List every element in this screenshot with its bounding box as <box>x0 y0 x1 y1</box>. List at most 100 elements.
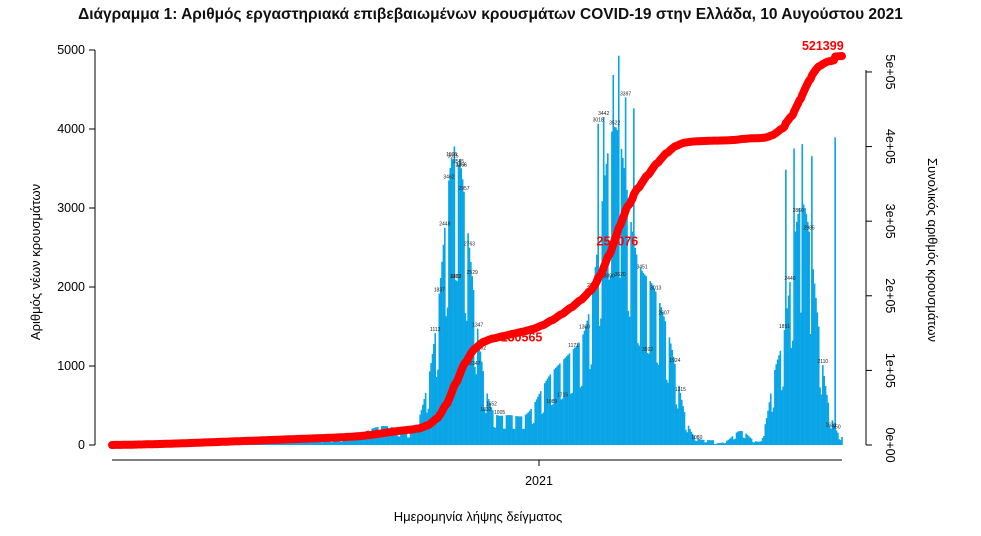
bar <box>656 362 658 445</box>
bar <box>812 269 815 445</box>
bar-label: 1171 <box>568 343 579 349</box>
bar-label: 3397 <box>620 91 631 97</box>
y-left-tick-label: 4000 <box>57 122 85 136</box>
bar <box>756 441 758 445</box>
bar <box>580 385 583 445</box>
bar <box>752 442 754 445</box>
bar <box>763 436 765 445</box>
bar <box>389 434 391 445</box>
bar <box>824 386 827 445</box>
bar <box>586 320 589 445</box>
bar <box>433 343 435 445</box>
line-annotations-group: 130565 259076 521399 <box>501 39 844 345</box>
bar <box>505 415 508 445</box>
bar <box>441 261 443 445</box>
bar <box>606 153 609 445</box>
bar <box>548 376 550 445</box>
bar <box>530 408 532 445</box>
bar <box>396 428 398 445</box>
bars-group <box>111 55 843 446</box>
bar <box>709 440 712 445</box>
bar <box>832 424 835 445</box>
bar-label: 550 <box>832 424 841 430</box>
y-right-tick-label: 0e+00 <box>883 427 897 462</box>
bar <box>575 346 578 445</box>
bar <box>690 431 693 445</box>
bar <box>727 439 730 445</box>
bar <box>689 429 691 445</box>
bar <box>591 288 594 445</box>
bar <box>674 363 676 445</box>
bar <box>480 361 483 445</box>
bar <box>457 164 460 445</box>
bar <box>483 408 486 445</box>
bar <box>816 312 819 445</box>
bar <box>808 231 810 445</box>
bar <box>797 213 799 445</box>
bar <box>349 440 352 445</box>
bar <box>394 428 397 445</box>
bar <box>720 442 723 445</box>
bar <box>438 293 441 445</box>
bar <box>523 428 526 445</box>
bar <box>513 428 516 445</box>
bar-label: 3615 <box>447 153 458 159</box>
bar-label: 1089 <box>546 399 557 405</box>
y-axis-left-label: Αριθμός νέων κρουσμάτων <box>28 184 43 340</box>
bar <box>497 415 500 445</box>
bar <box>837 432 839 445</box>
bar <box>538 393 541 445</box>
bar <box>723 443 726 445</box>
bar <box>323 440 326 445</box>
bar <box>717 443 720 445</box>
bar <box>453 146 456 445</box>
bar-label: 2347 <box>469 361 480 367</box>
bar <box>822 365 824 445</box>
bar <box>327 440 330 445</box>
bar <box>533 422 535 445</box>
bar <box>409 430 412 445</box>
bar <box>633 108 635 446</box>
bar <box>823 376 826 445</box>
bar <box>711 440 713 445</box>
bar <box>435 376 438 445</box>
bar-label: 3018 <box>593 118 604 124</box>
bar <box>400 430 402 445</box>
bar <box>450 157 453 445</box>
bar <box>609 275 612 445</box>
bar <box>643 274 646 445</box>
bar <box>620 148 623 445</box>
bar-label: 2763 <box>464 242 475 248</box>
bar <box>556 366 558 445</box>
bar <box>324 440 327 445</box>
bar <box>642 272 645 445</box>
bar <box>719 442 721 445</box>
bar <box>615 127 617 445</box>
bar <box>509 415 512 445</box>
bar <box>805 213 808 445</box>
bar <box>346 437 349 445</box>
bar <box>348 437 350 445</box>
bar <box>494 427 497 445</box>
bar <box>653 288 656 445</box>
bar <box>565 356 568 445</box>
bar-label: 1832 <box>480 407 491 413</box>
bar <box>527 412 530 445</box>
bar <box>328 439 331 445</box>
bar <box>402 430 405 445</box>
bar <box>428 371 431 445</box>
bar <box>827 402 830 445</box>
bar <box>798 208 801 445</box>
bar <box>322 442 324 445</box>
bar <box>838 439 841 445</box>
bar <box>826 394 828 445</box>
bar <box>342 438 345 445</box>
bar <box>398 436 401 445</box>
bar <box>622 158 624 446</box>
bar-label: 1300 <box>579 325 590 331</box>
cumulative-line <box>108 52 846 449</box>
bar <box>698 439 701 445</box>
bar-label: 2110 <box>817 359 828 365</box>
bar <box>604 175 606 445</box>
bar <box>393 427 395 445</box>
